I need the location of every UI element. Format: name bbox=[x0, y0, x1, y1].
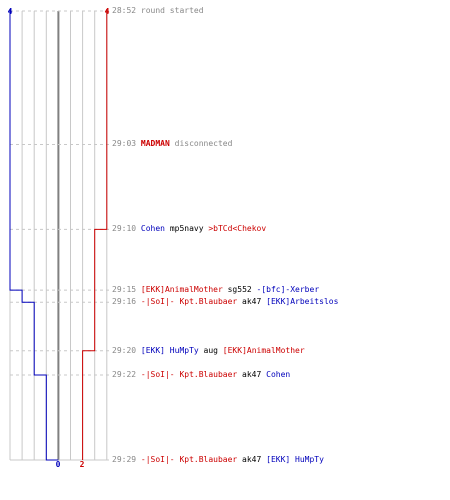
event-text-part: ak47 bbox=[237, 297, 267, 307]
event-time: 29:10 bbox=[112, 224, 141, 234]
red-team-score-line bbox=[82, 9, 108, 460]
blue-end-score-label: 0 bbox=[56, 460, 61, 469]
event-time: 29:15 bbox=[112, 285, 141, 295]
event-text-part: ak47 bbox=[237, 455, 267, 464]
event-text-part: -|SoI|- Kpt.Blaubaer bbox=[140, 370, 238, 380]
event-log-line: 29:16 -|SoI|- Kpt.Blaubaer ak47 [EKK]Arb… bbox=[112, 297, 338, 307]
event-text-part: -|SoI|- Kpt.Blaubaer bbox=[140, 297, 238, 307]
blue-start-score-label: 4 bbox=[8, 7, 13, 16]
event-time: 29:16 bbox=[112, 297, 141, 307]
event-text-part: [EKK]AnimalMother bbox=[222, 345, 305, 355]
chart-grid bbox=[9, 11, 108, 461]
event-text-part: Cohen bbox=[266, 370, 291, 380]
event-text-part: -[bfc]-Xerber bbox=[256, 285, 320, 295]
event-time: 29:20 bbox=[112, 345, 141, 355]
event-text-part: >bTCd<Chekov bbox=[208, 224, 267, 234]
event-text-part: aug bbox=[198, 345, 223, 355]
event-text-part: sg552 bbox=[222, 285, 257, 295]
event-text-part: round started bbox=[140, 6, 204, 15]
event-log-line: 29:20 [EKK] HuMpTy aug [EKK]AnimalMother bbox=[112, 346, 305, 356]
event-log-line: 29:29 -|SoI|- Kpt.Blaubaer ak47 [EKK] Hu… bbox=[112, 455, 324, 465]
event-time: 29:22 bbox=[112, 370, 141, 380]
red-start-score-label: 4 bbox=[105, 7, 110, 16]
event-text-part: disconnected bbox=[169, 139, 233, 149]
event-text-part: mp5navy bbox=[165, 224, 209, 234]
event-time: 29:03 bbox=[112, 139, 141, 149]
event-log-line: 29:10 Cohen mp5navy >bTCd<Chekov bbox=[112, 224, 266, 234]
event-log-line: 29:15 [EKK]AnimalMother sg552 -[bfc]-Xer… bbox=[112, 285, 319, 295]
event-log-line: 28:52 round started bbox=[112, 6, 204, 16]
event-text-part: [EKK]Arbeitslos bbox=[266, 297, 339, 307]
event-text-part: MADMAN bbox=[140, 139, 170, 149]
event-text-part: Cohen bbox=[140, 224, 165, 234]
event-text-part: [EKK]AnimalMother bbox=[140, 285, 223, 295]
event-log-line: 29:03 MADMAN disconnected bbox=[112, 139, 232, 149]
event-guide-lines bbox=[10, 10, 110, 461]
event-text-part: [EKK] HuMpTy bbox=[140, 345, 199, 355]
blue-team-score-line bbox=[9, 9, 59, 461]
event-text-part: ak47 bbox=[237, 370, 267, 380]
event-text-part: [EKK] HuMpTy bbox=[266, 455, 324, 464]
event-text-part: -|SoI|- Kpt.Blaubaer bbox=[140, 455, 238, 464]
event-time: 28:52 bbox=[112, 6, 141, 15]
event-log-line: 29:22 -|SoI|- Kpt.Blaubaer ak47 Cohen bbox=[112, 370, 290, 380]
red-end-score-label: 2 bbox=[80, 460, 85, 469]
event-time: 29:29 bbox=[112, 455, 141, 464]
